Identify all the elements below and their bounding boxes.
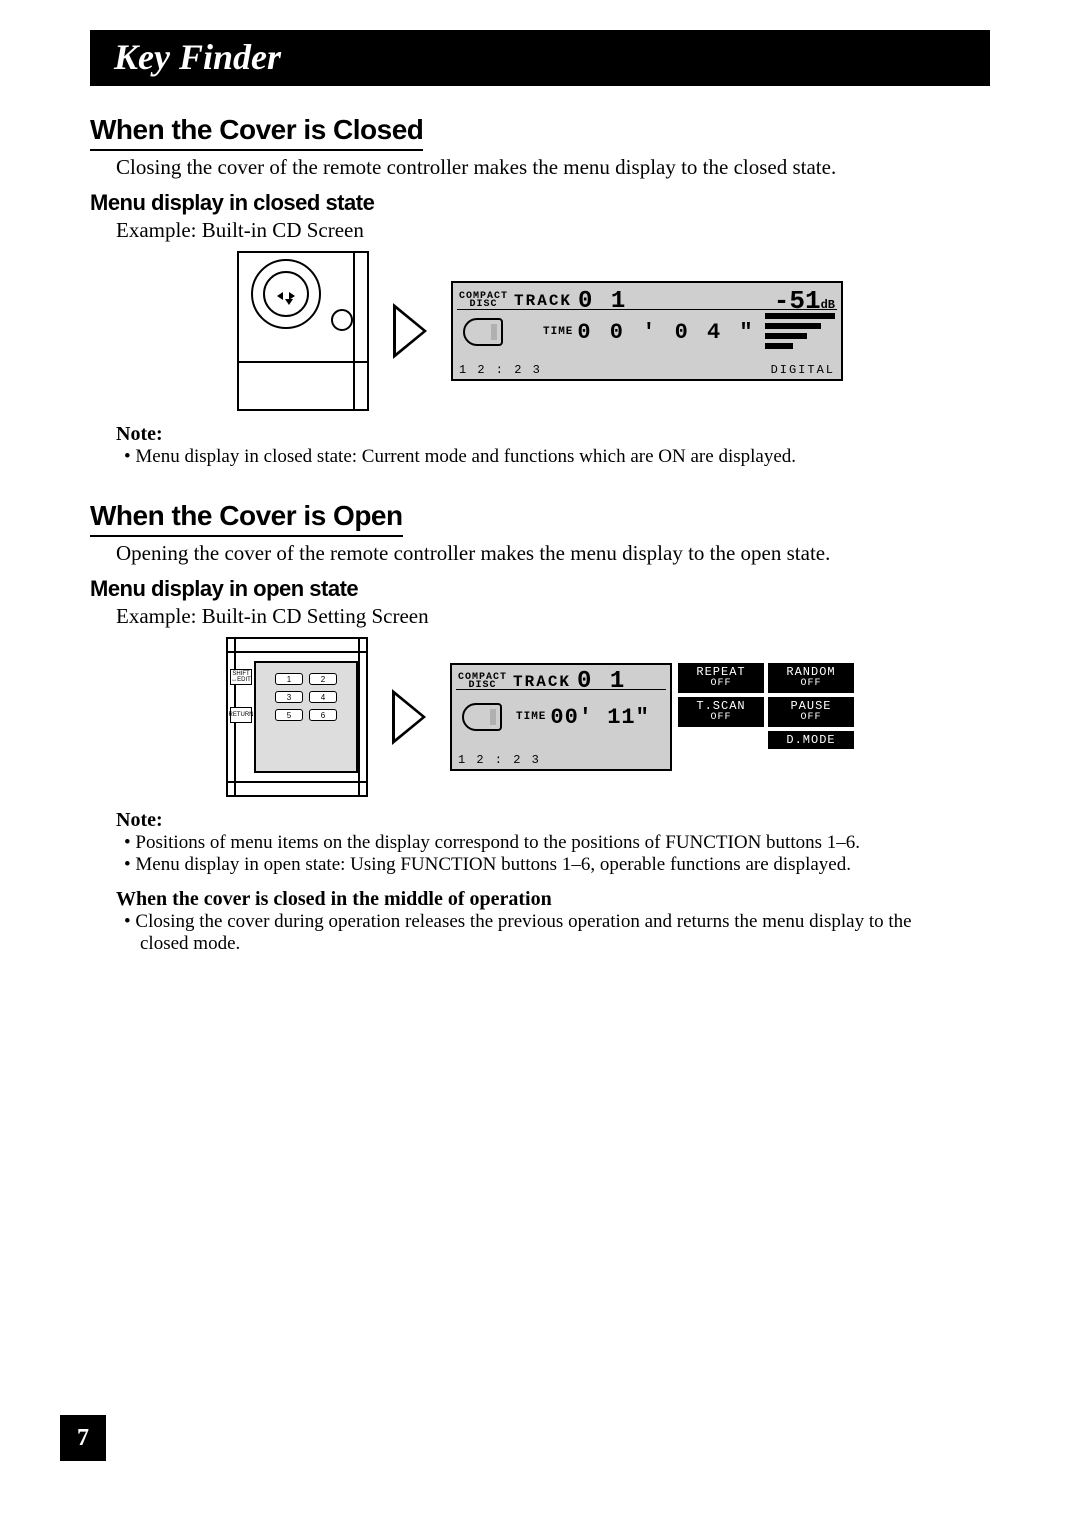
- figure-open: SHIFT ↔EDIT RETURN 12 34 56 COMPACTDISC …: [90, 637, 990, 797]
- example-closed: Example: Built-in CD Screen: [116, 218, 990, 243]
- compact-disc-label: COMPACTDISC: [458, 674, 507, 690]
- return-button: RETURN: [230, 707, 252, 723]
- track-label: TRACK: [514, 292, 572, 310]
- body-open: Opening the cover of the remote controll…: [116, 541, 990, 566]
- menu-repeat: REPEATOFF: [678, 663, 764, 693]
- lcd-open-group: COMPACTDISC TRACK 0 1 TIME 00' 11" 1 2 :…: [450, 663, 854, 771]
- remote-closed-diagram: [237, 251, 369, 411]
- note-label: Note:: [116, 809, 990, 832]
- note-bullet: Menu display in closed state: Current mo…: [140, 446, 990, 468]
- note-bullet: Menu display in open state: Using FUNCTI…: [140, 854, 990, 876]
- menu-tscan: T.SCANOFF: [678, 697, 764, 727]
- section-closed: When the Cover is Closed Closing the cov…: [90, 104, 990, 468]
- time-value: 00' 11": [550, 705, 649, 730]
- track-number: 0 1: [578, 288, 627, 315]
- level-meter-icon: [765, 313, 835, 353]
- page-title-bar: Key Finder: [90, 30, 990, 86]
- time-label: TIME: [516, 711, 546, 723]
- menu-blank: [678, 731, 764, 749]
- arrow-icon: [393, 303, 427, 359]
- db-value: -51dB: [774, 286, 835, 316]
- note-bullet: Positions of menu items on the display c…: [140, 832, 990, 854]
- heading-cover-open: When the Cover is Open: [90, 500, 403, 537]
- note-label: Note:: [116, 423, 990, 446]
- subheading-closed: Menu display in closed state: [90, 190, 990, 216]
- track-label: TRACK: [513, 673, 571, 691]
- menu-random: RANDOMOFF: [768, 663, 854, 693]
- time-value: 0 0 ' 0 4 ": [577, 320, 755, 345]
- shift-button: SHIFT ↔EDIT: [230, 669, 252, 685]
- manual-page: Key Finder When the Cover is Closed Clos…: [0, 0, 1080, 1501]
- track-number: 0 1: [577, 668, 626, 695]
- menu-grid: REPEATOFF RANDOMOFF T.SCANOFF PAUSEOFF D…: [678, 663, 854, 771]
- lcd-closed: COMPACTDISC TRACK 0 1 -51dB TIME 0 0 ' 0…: [451, 281, 843, 381]
- disc-icon: [462, 703, 502, 731]
- figure-closed: COMPACTDISC TRACK 0 1 -51dB TIME 0 0 ' 0…: [90, 251, 990, 411]
- menu-pause: PAUSEOFF: [768, 697, 854, 727]
- clock: 1 2 : 2 3: [459, 363, 542, 377]
- subheading-open: Menu display in open state: [90, 576, 990, 602]
- section-open: When the Cover is Open Opening the cover…: [90, 490, 990, 955]
- body-closed: Closing the cover of the remote controll…: [116, 155, 990, 180]
- heading-cover-closed: When the Cover is Closed: [90, 114, 423, 151]
- lcd-open: COMPACTDISC TRACK 0 1 TIME 00' 11" 1 2 :…: [450, 663, 672, 771]
- subhead-closed-mid: When the cover is closed in the middle o…: [116, 888, 990, 911]
- arrow-icon: [392, 689, 426, 745]
- note-bullet: Closing the cover during operation relea…: [140, 911, 990, 955]
- example-open: Example: Built-in CD Setting Screen: [116, 604, 990, 629]
- clock: 1 2 : 2 3: [458, 753, 541, 767]
- time-label: TIME: [543, 326, 573, 338]
- disc-icon: [463, 318, 503, 346]
- remote-open-diagram: SHIFT ↔EDIT RETURN 12 34 56: [226, 637, 368, 797]
- menu-dmode: D.MODE: [768, 731, 854, 749]
- compact-disc-label: COMPACTDISC: [459, 293, 508, 309]
- digital-label: DIGITAL: [771, 363, 835, 377]
- page-number: 7: [60, 1415, 106, 1461]
